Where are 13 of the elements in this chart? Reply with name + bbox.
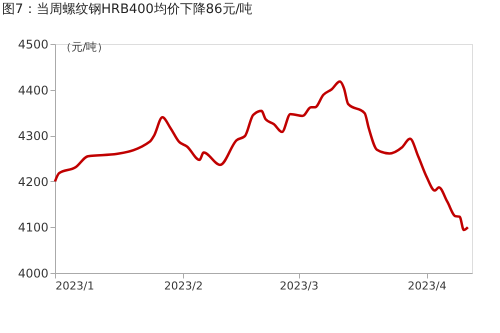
y-tick-label: 4300 [18,129,48,144]
x-tick-label: 2023/1 [56,280,94,292]
x-tick-label: 2023/4 [408,280,446,292]
x-tick-label: 2023/2 [164,280,203,292]
y-tick-label: 4100 [18,220,48,235]
chart-title: 图7：当周螺纹钢HRB400均价下降86元/吨 [2,2,253,17]
y-tick-label: 4500 [18,38,48,52]
line-series [54,80,470,232]
x-tick-label: 2023/3 [280,280,318,292]
y-tick-label: 4400 [18,83,48,98]
y-tick-label: 4000 [18,266,48,280]
y-axis-title: （元/吨） [60,40,108,54]
y-tick-label: 4200 [18,174,48,189]
